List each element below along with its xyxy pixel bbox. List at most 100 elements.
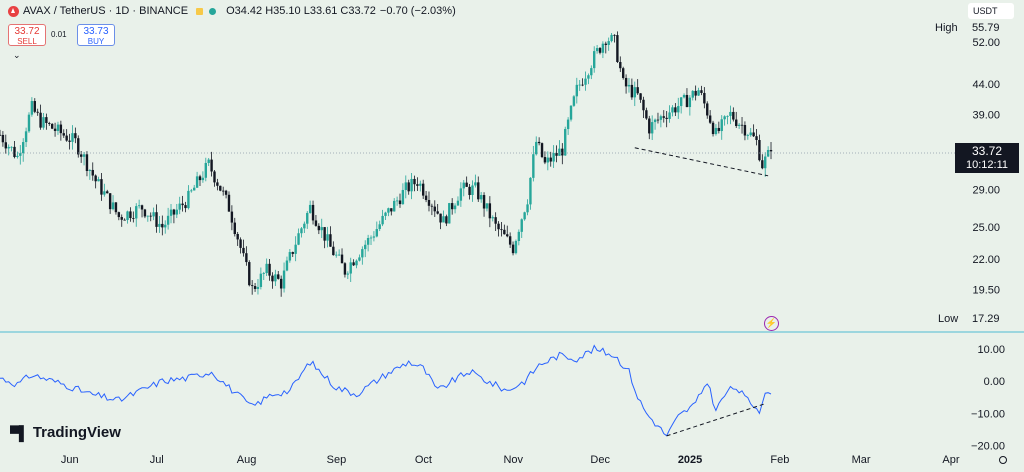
candle	[210, 151, 213, 177]
candle	[181, 195, 184, 212]
candle	[726, 115, 729, 125]
candle	[624, 74, 628, 94]
candle	[53, 122, 57, 137]
oscillator-tick-label: 0.00	[984, 376, 1005, 388]
candle	[306, 211, 309, 229]
candle	[682, 93, 686, 99]
candle	[706, 101, 709, 119]
candle	[166, 207, 170, 230]
candle	[471, 180, 474, 202]
candle	[445, 214, 448, 227]
candle	[613, 34, 616, 43]
candle	[740, 116, 744, 134]
candle	[108, 193, 112, 214]
candle	[288, 249, 292, 263]
candle	[416, 177, 419, 191]
candle	[703, 87, 706, 109]
candle	[593, 46, 596, 73]
candle	[720, 115, 723, 140]
candle	[529, 177, 532, 210]
candle	[184, 201, 187, 213]
candle	[700, 85, 703, 96]
chevron-down-icon[interactable]: ⌄	[13, 50, 21, 60]
candle	[201, 171, 205, 183]
price-change: −0.70 (−2.03%)	[379, 5, 456, 17]
candle	[424, 191, 428, 203]
candle	[256, 278, 260, 295]
candle	[65, 129, 68, 142]
candle	[239, 237, 242, 254]
candle	[320, 218, 323, 239]
time-tick-label: Nov	[503, 454, 523, 466]
candle	[656, 112, 660, 124]
candle	[308, 200, 312, 214]
candle	[439, 213, 442, 230]
avax-logo-icon	[8, 5, 19, 17]
sell-button[interactable]: 33.72 SELL	[8, 24, 46, 46]
candle	[187, 185, 190, 210]
candle	[555, 145, 558, 163]
candle	[523, 211, 526, 221]
candle	[764, 152, 767, 177]
candle	[494, 212, 497, 231]
candle	[427, 191, 431, 212]
candle	[485, 203, 489, 212]
candle	[653, 118, 657, 130]
candle	[190, 188, 193, 193]
candle	[152, 207, 155, 221]
candle	[268, 258, 271, 281]
candle	[572, 95, 576, 107]
candle	[375, 221, 379, 238]
candle	[97, 176, 100, 182]
candle	[337, 249, 341, 257]
candle	[77, 135, 80, 158]
candle	[404, 175, 407, 199]
candle	[697, 87, 700, 97]
candle	[564, 126, 567, 156]
bar-countdown: 10:12:11	[965, 159, 1008, 171]
candle	[221, 186, 225, 196]
candle	[62, 129, 65, 138]
candle	[282, 262, 286, 293]
buy-button[interactable]: 33.73 BUY	[77, 24, 115, 46]
candle	[111, 195, 115, 211]
candle	[169, 204, 173, 224]
candle	[279, 275, 283, 297]
candle	[381, 209, 384, 227]
candle	[245, 246, 248, 266]
candle	[390, 208, 393, 216]
sell-price: 33.72	[14, 26, 40, 37]
candle	[230, 205, 234, 231]
time-tick-label: 2025	[678, 454, 702, 466]
candle	[650, 115, 654, 141]
candle	[332, 241, 335, 256]
candle	[349, 257, 352, 283]
candle	[636, 79, 639, 95]
candle	[607, 37, 610, 51]
candle	[584, 71, 587, 91]
candle	[161, 215, 164, 236]
candle	[621, 66, 625, 80]
oscillator-line	[0, 344, 772, 437]
candle	[401, 183, 405, 205]
candle	[453, 203, 457, 214]
candle	[155, 204, 158, 233]
candle	[746, 133, 750, 140]
candle	[358, 254, 361, 262]
time-tick-label: Aug	[237, 454, 257, 466]
settings-icon[interactable]	[999, 456, 1007, 464]
lightning-icon[interactable]: ⚡	[764, 316, 779, 331]
candle	[265, 258, 268, 277]
candle	[329, 226, 332, 247]
candle	[543, 151, 547, 165]
candle	[137, 199, 141, 209]
candle	[448, 202, 451, 224]
candle	[506, 225, 509, 238]
symbol-title[interactable]: AVAX / TetherUS · 1D · BINANCE	[23, 5, 189, 17]
candle	[361, 246, 364, 265]
candle	[314, 215, 318, 227]
currency-unit-button[interactable]: USDT	[968, 3, 1014, 19]
low-value: 17.29	[972, 313, 1000, 325]
spread-value: 0.01	[51, 30, 67, 39]
